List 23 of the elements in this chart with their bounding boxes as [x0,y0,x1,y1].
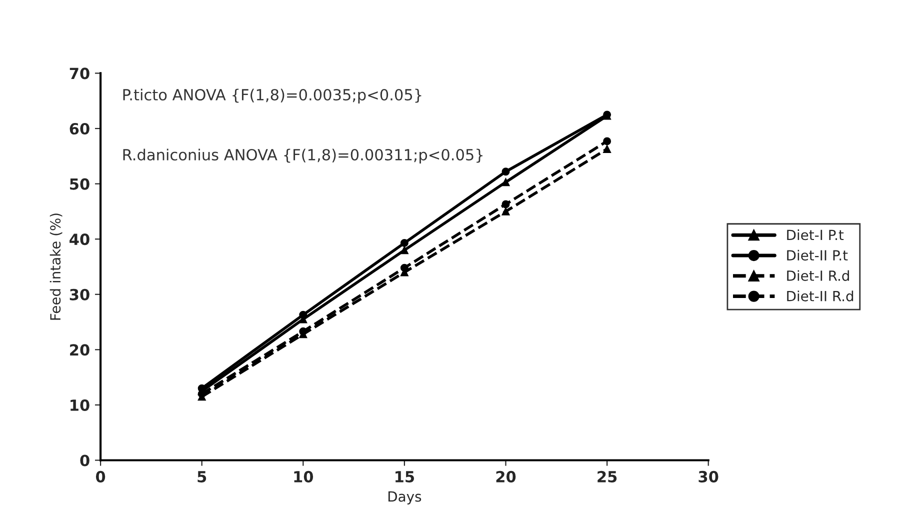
annotation: P.ticto ANOVA {F(1,8)=0.0035;p<0.05} [123,88,422,104]
x-tick-label: 10 [294,470,314,482]
y-tick-label: 50 [70,178,90,190]
legend-label: Diet-I P.t [787,229,844,240]
x-tick-label: 25 [598,470,617,482]
y-tick-label: 40 [70,234,90,246]
x-tick-label: 15 [396,471,414,482]
legend-label: Diet-II R.d [787,290,854,302]
annotation: R.daniconius ANOVA {F(1,8)=0.00311;p<0.05} [123,148,482,164]
y-tick-label: 60 [70,122,90,135]
legend-label: Diet-I R.d [787,270,849,281]
y-tick-label: 10 [70,399,90,411]
y-tick-label: 20 [70,344,90,356]
x-tick-label: 5 [198,471,206,482]
y-tick-label: 30 [70,288,90,300]
y-axis-title: Feed intake (%) [50,214,62,320]
legend-label: Diet-II P.t [787,250,848,261]
x-tick-label: 20 [496,470,516,482]
y-tick-label: 70 [70,68,90,80]
x-axis-title: Days [388,491,422,504]
x-tick-label: 30 [698,470,718,482]
y-tick-label: 0 [80,454,90,466]
x-tick-label: 0 [96,470,106,482]
